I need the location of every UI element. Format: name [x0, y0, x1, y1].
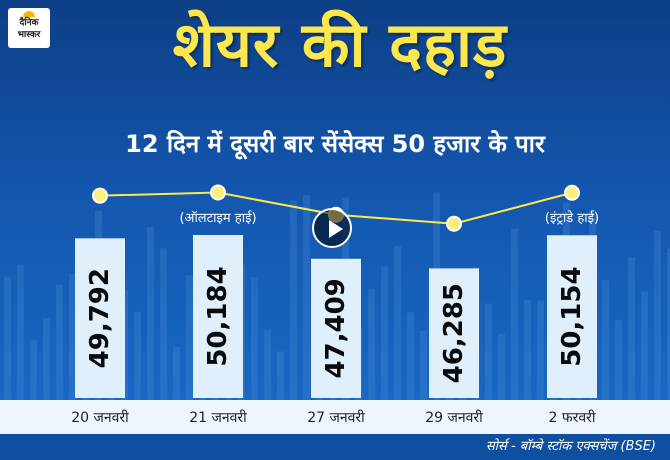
chart-title: शेयर की दहाड़	[172, 8, 508, 81]
bg-decor-bar	[420, 331, 427, 400]
bg-decor-bar	[303, 195, 310, 400]
bg-decor-bar	[147, 227, 154, 400]
bar-value-label: 50,184	[203, 266, 233, 366]
x-tick-label: 21 जनवरी	[189, 409, 247, 426]
x-axis-band	[0, 400, 670, 434]
sun-logo	[23, 11, 35, 17]
bg-decor-bar	[290, 200, 297, 400]
bg-decor-bar	[251, 277, 258, 400]
bg-decor-bar	[511, 228, 518, 400]
logo-text-line2: भास्कर	[17, 30, 41, 40]
bg-decor-bar	[602, 279, 609, 400]
bg-decor-bar	[667, 249, 670, 400]
bg-decor-bar	[537, 300, 544, 400]
trend-point	[210, 184, 226, 201]
source-note: सोर्स - बॉम्बे स्टॉक एक्सचेंज (BSE)	[485, 439, 656, 454]
bg-decor-bar	[277, 351, 284, 400]
bg-decor-bar	[485, 303, 492, 400]
bg-decor-bar	[654, 230, 661, 400]
bar	[193, 234, 243, 398]
bg-decor-bar	[134, 311, 141, 400]
bar	[311, 258, 361, 398]
bar	[75, 238, 125, 398]
bg-decor-bar	[641, 291, 648, 400]
bg-decor-bar	[160, 248, 167, 400]
bar-value-label: 49,792	[85, 268, 115, 368]
bg-decor-bar	[43, 318, 50, 400]
annotation-label: (ऑलटाइम हाई)	[179, 210, 256, 226]
x-tick-label: 29 जनवरी	[425, 409, 483, 426]
bg-decor-bar	[498, 333, 505, 400]
brand-logo: दैनिक भास्कर	[8, 8, 50, 48]
bg-decor-bar	[407, 312, 414, 400]
bg-decor-bar	[56, 284, 63, 400]
play-icon	[329, 220, 343, 238]
x-tick-label: 20 जनवरी	[71, 409, 129, 426]
bg-decor-bar	[17, 264, 24, 400]
bar	[429, 268, 479, 398]
annotation-label: (इंट्राडे हाई)	[545, 210, 599, 226]
x-tick-label: 27 जनवरी	[307, 409, 365, 426]
bg-decor-bar	[69, 273, 76, 400]
bar-value-label: 47,409	[321, 278, 351, 378]
bg-decor-bar	[381, 266, 388, 400]
trend-point	[92, 187, 108, 204]
bar-value-label: 46,285	[439, 283, 469, 383]
logo-text-line1: दैनिक	[19, 18, 39, 28]
trend-point	[564, 184, 580, 201]
bar	[547, 235, 597, 398]
source-bar	[0, 434, 670, 460]
bg-decor-bar	[394, 245, 401, 400]
x-tick-label: 2 फरवरी	[548, 409, 595, 426]
bar-value-label: 50,154	[557, 266, 587, 366]
bg-decor-bar	[615, 319, 622, 400]
bg-decor-bar	[264, 330, 271, 400]
bg-decor-bar	[628, 257, 635, 400]
bg-decor-bar	[186, 275, 193, 400]
play-button[interactable]	[312, 208, 352, 248]
bg-decor-bar	[524, 300, 531, 400]
bg-decor-bar	[368, 288, 375, 400]
bg-decor-bar	[30, 340, 37, 400]
chart-subtitle: 12 दिन में दूसरी बार सेंसेक्स 50 हजार के…	[125, 130, 545, 158]
trend-point	[446, 215, 462, 232]
bg-decor-bar	[173, 346, 180, 400]
bg-decor-bar	[4, 276, 11, 400]
